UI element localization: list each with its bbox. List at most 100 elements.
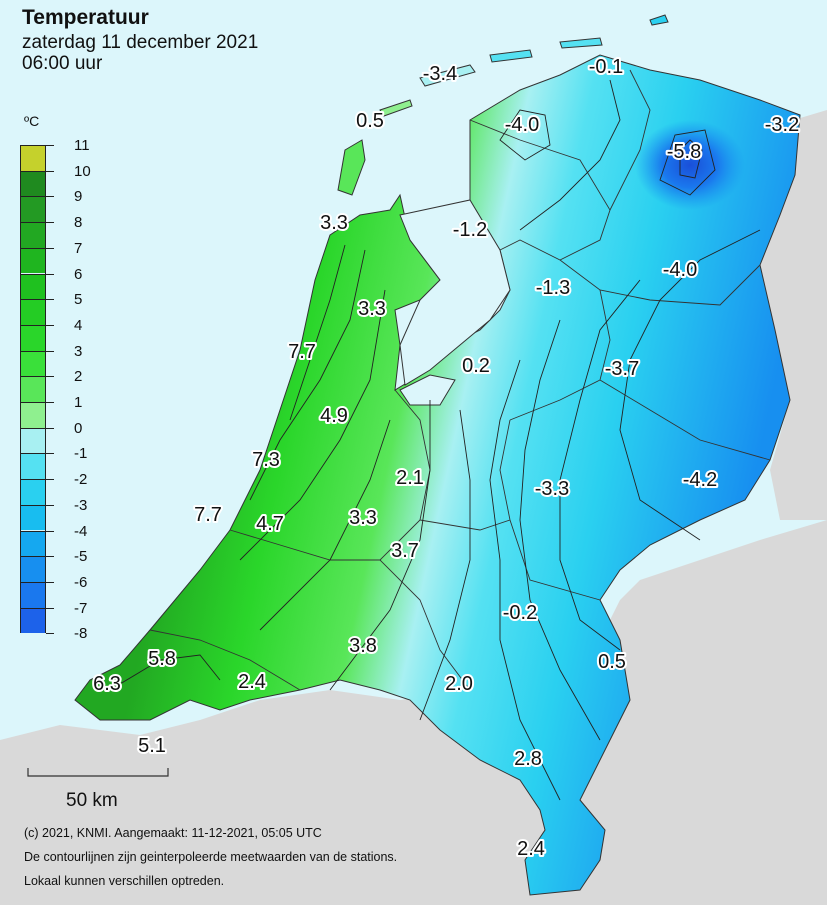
legend-tick-mark <box>46 556 54 558</box>
legend-tick-label: 8 <box>74 214 83 232</box>
station-value: 2.8 <box>514 748 542 770</box>
legend-swatch <box>21 581 45 608</box>
province-borders <box>149 69 771 691</box>
legend-swatch <box>21 350 45 377</box>
footer-disclaimer: Lokaal kunnen verschillen optreden. <box>24 874 225 888</box>
map-title: Temperatuur <box>22 6 149 29</box>
legend-tick-label: -7 <box>74 599 88 617</box>
station-value: 7.7 <box>194 504 222 526</box>
legend-tick-mark <box>46 479 54 481</box>
station-value: -3.2 <box>765 114 799 136</box>
legend-tick-label: 10 <box>74 162 91 180</box>
station-value: 3.3 <box>358 298 386 320</box>
legend-swatch <box>21 402 45 428</box>
station-value: 2.1 <box>396 467 424 489</box>
station-value: -1.2 <box>453 219 487 241</box>
legend-tick-mark <box>46 453 54 455</box>
station-value: -4.0 <box>663 259 697 281</box>
legend-tick-mark <box>46 376 54 378</box>
legend-swatch <box>21 556 45 582</box>
legend-tick-mark <box>46 607 54 609</box>
map-time: 06:00 uur <box>22 53 103 74</box>
island-terschelling <box>419 64 476 87</box>
scale-bar <box>27 768 169 777</box>
station-value: 4.7 <box>256 513 284 535</box>
station-value: 0.2 <box>462 355 490 377</box>
island-texel <box>337 139 366 196</box>
legend-tick-mark <box>46 170 54 172</box>
island-vlieland <box>379 99 413 117</box>
station-value: -4.2 <box>683 469 717 491</box>
legend-tick-mark <box>46 222 54 224</box>
legend-tick-mark <box>46 581 54 583</box>
legend-tick-mark <box>46 273 54 275</box>
map-date: zaterdag 11 december 2021 <box>22 32 259 53</box>
station-value: 3.3 <box>320 212 348 234</box>
island-ameland <box>489 49 533 63</box>
station-value: -0.2 <box>503 602 537 624</box>
legend-unit: ºC <box>24 113 40 129</box>
legend-tick-label: -3 <box>74 496 88 514</box>
scale-label: 50 km <box>66 790 118 811</box>
legend-swatch <box>21 222 45 248</box>
legend-tick-mark <box>46 299 54 301</box>
legend-swatch <box>21 145 45 171</box>
legend-swatch <box>21 504 45 531</box>
legend-tick-label: 5 <box>74 291 83 309</box>
station-value: 2.0 <box>445 673 473 695</box>
legend-tick-label: 4 <box>74 316 83 334</box>
legend-tick-label: 6 <box>74 265 83 283</box>
legend-tick-mark <box>46 402 54 403</box>
legend-swatch <box>21 607 45 634</box>
station-value: -5.8 <box>667 141 701 163</box>
station-value: 2.4 <box>517 838 545 860</box>
legend-tick-mark <box>46 324 54 326</box>
legend-tick-label: 2 <box>74 368 83 386</box>
legend-tick-label: -8 <box>74 625 88 643</box>
legend-tick-label: 11 <box>74 137 90 154</box>
legend-swatch <box>21 479 45 505</box>
legend-tick-label: 3 <box>74 342 83 360</box>
legend-tick-label: -1 <box>74 445 88 463</box>
legend-tick-mark <box>46 530 54 532</box>
station-value: 0.5 <box>598 651 626 673</box>
isotherm-lines <box>109 79 761 801</box>
neighbour-land <box>0 520 827 905</box>
cold-spot <box>635 120 745 210</box>
station-value: 7.3 <box>252 449 280 471</box>
station-value: -0.1 <box>589 56 623 78</box>
legend-tick-label: -5 <box>74 548 88 566</box>
footer-credit: (c) 2021, KNMI. Aangemaakt: 11-12-2021, … <box>24 826 322 840</box>
legend-tick-mark <box>46 196 54 198</box>
legend-swatch <box>21 273 45 300</box>
legend-tick-label: 0 <box>74 419 83 437</box>
station-value: -4.0 <box>505 114 539 136</box>
station-value: -3.7 <box>605 358 639 380</box>
station-value: -1.3 <box>536 277 570 299</box>
legend-swatch <box>21 170 45 197</box>
legend-tick-mark <box>46 145 54 146</box>
legend-tick-mark <box>46 247 54 249</box>
station-value: -3.3 <box>535 478 569 500</box>
legend-tick-label: -4 <box>74 522 88 540</box>
island-rottum <box>649 14 669 26</box>
legend-swatch <box>21 324 45 351</box>
island-schiermonnikoog <box>559 37 603 49</box>
station-value: 0.5 <box>356 110 384 132</box>
station-value: -3.4 <box>423 63 457 85</box>
legend-swatch <box>21 530 45 557</box>
legend-tick-mark <box>46 504 54 506</box>
legend-tick-label: 7 <box>74 239 83 257</box>
legend-tick-label: 9 <box>74 188 83 206</box>
station-value: 3.7 <box>391 540 419 562</box>
legend-tick-label: -2 <box>74 471 88 489</box>
legend-swatch <box>21 196 45 223</box>
station-values: -3.4 -0.1 0.5 -4.0 -3.2 -5.8 3.3 -1.2 -4.0 -1.3 3.… <box>91 54 801 862</box>
markermeer <box>399 374 456 406</box>
station-value: 2.4 <box>238 671 266 693</box>
legend-swatch <box>21 299 45 325</box>
legend-swatch <box>21 427 45 454</box>
legend-tick-label: 1 <box>74 394 83 411</box>
station-value: 3.8 <box>349 635 377 657</box>
